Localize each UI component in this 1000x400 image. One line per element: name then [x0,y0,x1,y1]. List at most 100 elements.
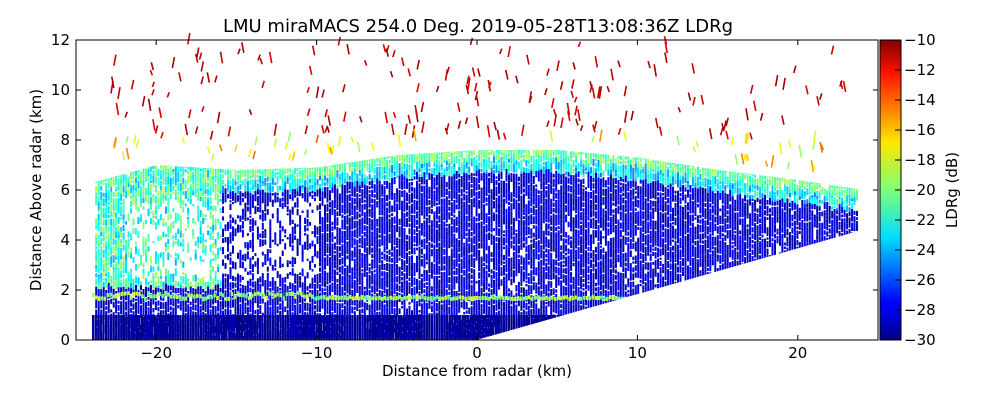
echo-cell [478,155,481,161]
echo-cell [229,267,232,274]
echo-cell [329,165,331,168]
echo-cell [274,242,277,245]
echo-cell [396,165,399,174]
echo-cell [483,281,486,290]
echo-cell [445,303,448,312]
echo-cell [179,303,182,311]
echo-cell [246,181,249,184]
echo-cell [125,311,128,316]
echo-cell [381,239,384,246]
echo-cell [416,233,418,237]
echo-cell [448,206,451,211]
echo-cell [520,268,523,274]
echo-cell [381,264,384,270]
echo-cell [500,248,503,253]
echo-cell [219,180,222,187]
echo-cell [500,296,503,303]
echo-cell [381,290,384,298]
echo-cell [416,247,418,251]
echo-cell [314,171,316,175]
echo-cell [416,303,418,306]
echo-cell [214,271,217,276]
echo-cell [120,310,123,315]
echo-cell [475,240,478,247]
echo-cell [366,277,369,286]
echo-cell [396,217,399,225]
echo-cell [498,188,500,195]
echo-cell [130,247,133,253]
echo-cell [251,194,254,201]
echo-cell [423,202,426,206]
echo-cell [329,257,331,262]
echo-cell [458,247,461,251]
echo-cell [219,311,222,315]
echo-cell [425,291,428,297]
echo-cell [125,187,128,191]
echo-cell [326,233,329,238]
echo-cell [371,204,374,212]
echo-cell [403,246,406,250]
echo-cell [358,207,361,213]
echo-cell [159,214,162,221]
echo-cell [438,189,441,194]
echo-cell [266,287,269,291]
echo-cell [329,284,331,292]
echo-cell [246,170,249,178]
echo-cell [209,197,212,205]
echo-cell [274,259,277,267]
echo-cell [493,212,495,215]
echo-cell [214,244,217,249]
echo-cell [97,187,100,196]
echo-cell [483,262,486,266]
echo-cell [448,258,451,263]
echo-cell [540,169,543,178]
echo-cell [271,277,274,284]
echo-cell [473,173,476,176]
echo-cell [383,186,386,190]
echo-cell [102,238,105,241]
echo-cell [254,253,257,257]
echo-cell [177,287,180,294]
echo-cell [304,167,307,169]
echo-cell [286,189,289,194]
echo-cell [515,188,518,192]
echo-cell [145,286,147,292]
echo-cell [145,301,147,310]
echo-cell [478,229,481,235]
echo-cell [212,231,215,235]
echo-cell [428,172,431,180]
echo-cell [468,222,471,228]
echo-cell [440,152,443,160]
echo-cell [527,291,530,298]
echo-cell [237,252,239,259]
echo-cell [455,199,458,204]
echo-cell [217,190,220,193]
echo-cell [306,239,309,248]
echo-cell [276,295,279,298]
echo-cell [281,197,284,202]
echo-cell [525,150,528,153]
echo-cell [184,285,187,288]
echo-cell [455,151,458,153]
echo-cell [532,260,535,267]
echo-cell [321,287,324,295]
echo-cell [517,281,520,289]
echo-cell [438,178,441,181]
echo-cell [493,151,495,157]
echo-cell [117,188,120,191]
echo-cell [276,286,279,289]
echo-cell [296,191,299,197]
echo-cell [353,214,356,220]
echo-cell [488,287,491,292]
echo-cell [341,230,344,235]
echo-cell [525,280,528,283]
echo-cell [199,286,202,292]
echo-cell [254,293,257,301]
echo-cell [209,180,212,187]
echo-cell [219,173,222,181]
echo-cell [105,301,108,305]
echo-cell [358,201,361,208]
echo-cell [311,171,314,177]
echo-cell [132,178,135,184]
echo-cell [361,217,364,221]
